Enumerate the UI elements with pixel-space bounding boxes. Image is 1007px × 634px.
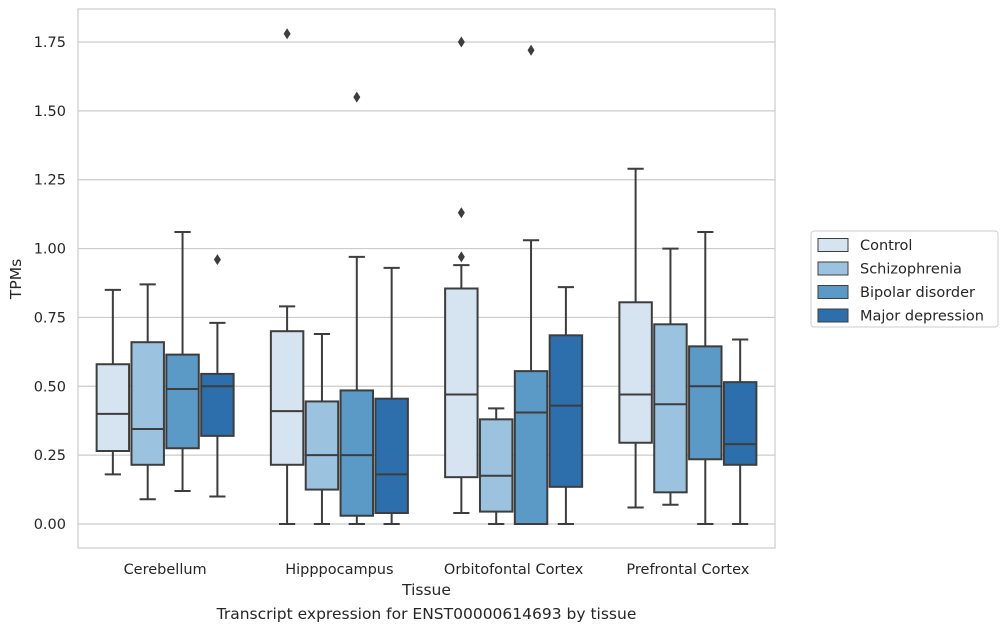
x-tick-label: Hipppocampus (285, 562, 393, 578)
figure-caption: Transcript expression for ENST0000061469… (216, 605, 637, 623)
box-body (304, 400, 340, 491)
legend-swatch (817, 261, 849, 276)
legend: Control Schizophrenia Bipolar disorder Majo… (810, 230, 999, 328)
outlier-point (283, 28, 291, 40)
box-bipolar-disorder (165, 231, 200, 492)
legend-frame (810, 230, 999, 328)
x-tick-label: Cerebellum (124, 562, 207, 578)
box-body (200, 372, 235, 437)
legend-swatch (817, 285, 849, 299)
box-body (269, 330, 305, 466)
box-schizophrenia (130, 283, 165, 501)
box-schizophrenia (304, 332, 340, 525)
outlier-point (457, 207, 465, 219)
outlier-point (457, 251, 465, 263)
box-body (722, 381, 758, 466)
y-tick-label: 0.50 (34, 379, 66, 395)
legend-swatch (817, 308, 849, 323)
y-axis-title: TPMs (7, 259, 25, 300)
box-body (95, 363, 131, 453)
box-schizophrenia (478, 407, 514, 525)
boxes (95, 28, 758, 525)
box-body (165, 353, 200, 450)
box-body (513, 370, 549, 525)
y-tick-label: 1.25 (34, 173, 66, 189)
outlier-point (457, 36, 465, 48)
box-bipolar-disorder (688, 231, 723, 525)
outlier-point (213, 254, 221, 266)
box-body (688, 345, 723, 461)
plot-area-frame (77, 8, 776, 549)
y-tick-label: 0.00 (34, 517, 66, 533)
y-tick-label: 1.50 (34, 104, 66, 120)
legend-label: Bipolar disorder (860, 285, 975, 301)
box-bipolar-disorder (513, 44, 549, 525)
y-tick-label: 0.25 (34, 448, 66, 464)
box-body (374, 397, 409, 514)
y-tick-label: 1.00 (34, 242, 66, 258)
box-major-depression (374, 266, 409, 525)
x-axis-title: Tissue (401, 581, 451, 599)
box-body (548, 334, 584, 488)
box-control (95, 288, 131, 476)
y-tick-label: 1.75 (34, 35, 66, 51)
x-tick-label: Orbitofontal Cortex (444, 562, 584, 578)
box-body (653, 323, 688, 494)
box-control (618, 167, 653, 509)
y-tick-label: 0.75 (34, 310, 66, 326)
box-control (444, 36, 479, 514)
box-body (444, 287, 479, 479)
outlier-point (353, 91, 361, 103)
x-tick-label: Prefrontal Cortex (626, 562, 749, 578)
legend-label: Schizophrenia (860, 262, 962, 278)
box-major-depression (200, 254, 235, 498)
x-axis-ticks: Cerebellum Hipppocampus Orbitofontal Corte… (124, 562, 750, 578)
box-bipolar-disorder (339, 91, 375, 525)
legend-items: Control Schizophrenia Bipolar disorder Majo… (817, 238, 984, 325)
box-major-depression (548, 286, 584, 525)
outlier-point (527, 44, 535, 56)
legend-label: Major depression (860, 309, 984, 325)
box-control (269, 28, 305, 525)
box-major-depression (722, 338, 758, 525)
box-body (478, 418, 514, 513)
legend-label: Control (860, 238, 912, 254)
y-axis-ticks: 0.00 0.25 0.50 0.75 1.00 1.25 1.50 1.75 (34, 35, 66, 533)
box-body (130, 341, 165, 466)
box-body (618, 301, 653, 444)
legend-swatch (817, 238, 849, 252)
box-schizophrenia (653, 247, 688, 506)
box-body (339, 389, 375, 517)
